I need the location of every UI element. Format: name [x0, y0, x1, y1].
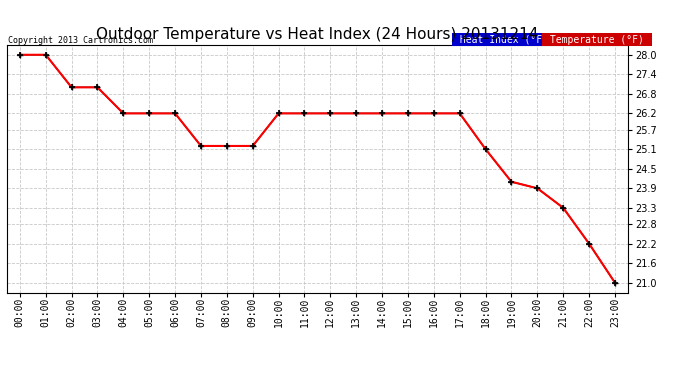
Text: Heat Index (°F): Heat Index (°F): [454, 34, 554, 45]
Title: Outdoor Temperature vs Heat Index (24 Hours) 20131214: Outdoor Temperature vs Heat Index (24 Ho…: [96, 27, 539, 42]
Text: Copyright 2013 Cartronics.com: Copyright 2013 Cartronics.com: [8, 36, 152, 45]
Text: Temperature (°F): Temperature (°F): [544, 34, 650, 45]
